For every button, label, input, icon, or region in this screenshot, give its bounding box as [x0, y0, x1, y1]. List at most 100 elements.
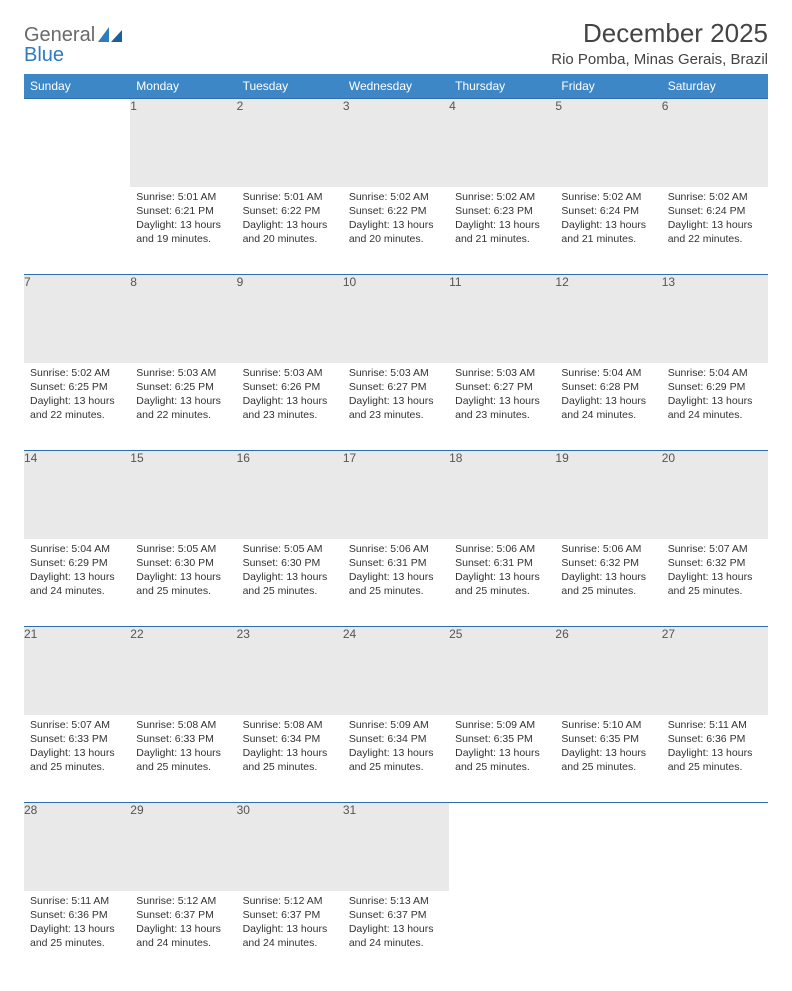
sunset-text: Sunset: 6:32 PM	[561, 556, 655, 570]
daylight-text: Daylight: 13 hours	[455, 570, 549, 584]
day-cell-content: Sunrise: 5:03 AMSunset: 6:27 PMDaylight:…	[343, 363, 449, 429]
day-cell-content: Sunrise: 5:07 AMSunset: 6:32 PMDaylight:…	[662, 539, 768, 605]
daylight-text: Daylight: 13 hours	[349, 746, 443, 760]
day-number-cell: 11	[449, 275, 555, 363]
sunrise-text: Sunrise: 5:01 AM	[136, 190, 230, 204]
daylight-text: Daylight: 13 hours	[30, 570, 124, 584]
sunrise-text: Sunrise: 5:11 AM	[30, 894, 124, 908]
day-cell-content: Sunrise: 5:13 AMSunset: 6:37 PMDaylight:…	[343, 891, 449, 957]
sunset-text: Sunset: 6:34 PM	[243, 732, 337, 746]
day-cell: Sunrise: 5:02 AMSunset: 6:24 PMDaylight:…	[662, 187, 768, 275]
daylight-text: and 24 minutes.	[136, 936, 230, 950]
sunrise-text: Sunrise: 5:07 AM	[30, 718, 124, 732]
day-cell: Sunrise: 5:02 AMSunset: 6:22 PMDaylight:…	[343, 187, 449, 275]
day-cell-content	[662, 891, 768, 900]
daylight-text: and 20 minutes.	[349, 232, 443, 246]
day-number-cell: 26	[555, 627, 661, 715]
daylight-text: Daylight: 13 hours	[243, 394, 337, 408]
month-title: December 2025	[551, 18, 768, 49]
day-cell-content: Sunrise: 5:04 AMSunset: 6:28 PMDaylight:…	[555, 363, 661, 429]
sunset-text: Sunset: 6:28 PM	[561, 380, 655, 394]
title-block: December 2025 Rio Pomba, Minas Gerais, B…	[551, 18, 768, 68]
daylight-text: and 23 minutes.	[349, 408, 443, 422]
day-cell-content: Sunrise: 5:10 AMSunset: 6:35 PMDaylight:…	[555, 715, 661, 781]
day-number-cell: 10	[343, 275, 449, 363]
sunrise-text: Sunrise: 5:02 AM	[349, 190, 443, 204]
sunset-text: Sunset: 6:33 PM	[30, 732, 124, 746]
day-cell: Sunrise: 5:11 AMSunset: 6:36 PMDaylight:…	[662, 715, 768, 803]
day-header: Sunday	[24, 74, 130, 99]
day-number-cell	[555, 803, 661, 891]
day-number-cell: 28	[24, 803, 130, 891]
day-cell: Sunrise: 5:08 AMSunset: 6:34 PMDaylight:…	[237, 715, 343, 803]
day-body-row: Sunrise: 5:04 AMSunset: 6:29 PMDaylight:…	[24, 539, 768, 627]
calendar-body: 123456Sunrise: 5:01 AMSunset: 6:21 PMDay…	[24, 99, 768, 979]
sunrise-text: Sunrise: 5:12 AM	[136, 894, 230, 908]
daylight-text: Daylight: 13 hours	[349, 218, 443, 232]
sunrise-text: Sunrise: 5:03 AM	[349, 366, 443, 380]
daylight-text: Daylight: 13 hours	[561, 218, 655, 232]
day-number-cell: 31	[343, 803, 449, 891]
day-number-cell: 9	[237, 275, 343, 363]
day-cell: Sunrise: 5:05 AMSunset: 6:30 PMDaylight:…	[237, 539, 343, 627]
daynum-row: 21222324252627	[24, 627, 768, 715]
day-cell: Sunrise: 5:12 AMSunset: 6:37 PMDaylight:…	[237, 891, 343, 979]
daylight-text: and 22 minutes.	[30, 408, 124, 422]
daylight-text: Daylight: 13 hours	[349, 922, 443, 936]
sunrise-text: Sunrise: 5:07 AM	[668, 542, 762, 556]
day-cell-content: Sunrise: 5:11 AMSunset: 6:36 PMDaylight:…	[662, 715, 768, 781]
day-body-row: Sunrise: 5:01 AMSunset: 6:21 PMDaylight:…	[24, 187, 768, 275]
daylight-text: Daylight: 13 hours	[349, 570, 443, 584]
day-cell-content	[555, 891, 661, 900]
sunrise-text: Sunrise: 5:10 AM	[561, 718, 655, 732]
daylight-text: Daylight: 13 hours	[455, 394, 549, 408]
day-cell: Sunrise: 5:10 AMSunset: 6:35 PMDaylight:…	[555, 715, 661, 803]
sunset-text: Sunset: 6:26 PM	[243, 380, 337, 394]
day-number-cell	[449, 803, 555, 891]
day-cell-content: Sunrise: 5:09 AMSunset: 6:35 PMDaylight:…	[449, 715, 555, 781]
daynum-row: 14151617181920	[24, 451, 768, 539]
day-cell: Sunrise: 5:07 AMSunset: 6:32 PMDaylight:…	[662, 539, 768, 627]
daylight-text: and 21 minutes.	[455, 232, 549, 246]
sunset-text: Sunset: 6:21 PM	[136, 204, 230, 218]
daynum-row: 28293031	[24, 803, 768, 891]
daylight-text: and 23 minutes.	[243, 408, 337, 422]
day-cell: Sunrise: 5:09 AMSunset: 6:35 PMDaylight:…	[449, 715, 555, 803]
header: GeneralBlue December 2025 Rio Pomba, Min…	[24, 18, 768, 68]
day-cell-content: Sunrise: 5:02 AMSunset: 6:24 PMDaylight:…	[555, 187, 661, 253]
day-number-cell: 29	[130, 803, 236, 891]
sunrise-text: Sunrise: 5:13 AM	[349, 894, 443, 908]
day-cell-content: Sunrise: 5:03 AMSunset: 6:27 PMDaylight:…	[449, 363, 555, 429]
day-number-cell: 21	[24, 627, 130, 715]
day-number-cell: 7	[24, 275, 130, 363]
sunrise-text: Sunrise: 5:02 AM	[561, 190, 655, 204]
calendar-table: Sunday Monday Tuesday Wednesday Thursday…	[24, 74, 768, 979]
sunset-text: Sunset: 6:25 PM	[136, 380, 230, 394]
day-number-cell	[24, 99, 130, 187]
day-cell-content: Sunrise: 5:02 AMSunset: 6:25 PMDaylight:…	[24, 363, 130, 429]
sunset-text: Sunset: 6:24 PM	[668, 204, 762, 218]
day-cell: Sunrise: 5:06 AMSunset: 6:32 PMDaylight:…	[555, 539, 661, 627]
day-body-row: Sunrise: 5:07 AMSunset: 6:33 PMDaylight:…	[24, 715, 768, 803]
daylight-text: and 25 minutes.	[30, 936, 124, 950]
sunset-text: Sunset: 6:33 PM	[136, 732, 230, 746]
day-cell-content: Sunrise: 5:01 AMSunset: 6:21 PMDaylight:…	[130, 187, 236, 253]
daylight-text: Daylight: 13 hours	[136, 570, 230, 584]
daylight-text: and 25 minutes.	[243, 584, 337, 598]
sunrise-text: Sunrise: 5:04 AM	[561, 366, 655, 380]
sunset-text: Sunset: 6:29 PM	[30, 556, 124, 570]
day-cell: Sunrise: 5:01 AMSunset: 6:22 PMDaylight:…	[237, 187, 343, 275]
brand-logo: GeneralBlue	[24, 24, 122, 67]
sunrise-text: Sunrise: 5:11 AM	[668, 718, 762, 732]
sunset-text: Sunset: 6:31 PM	[455, 556, 549, 570]
daylight-text: Daylight: 13 hours	[136, 218, 230, 232]
day-number-cell: 2	[237, 99, 343, 187]
day-number-cell: 30	[237, 803, 343, 891]
daylight-text: and 25 minutes.	[455, 584, 549, 598]
day-cell-content: Sunrise: 5:11 AMSunset: 6:36 PMDaylight:…	[24, 891, 130, 957]
day-cell: Sunrise: 5:09 AMSunset: 6:34 PMDaylight:…	[343, 715, 449, 803]
day-number-cell: 8	[130, 275, 236, 363]
day-cell: Sunrise: 5:03 AMSunset: 6:27 PMDaylight:…	[343, 363, 449, 451]
daylight-text: Daylight: 13 hours	[455, 218, 549, 232]
day-number-cell: 4	[449, 99, 555, 187]
